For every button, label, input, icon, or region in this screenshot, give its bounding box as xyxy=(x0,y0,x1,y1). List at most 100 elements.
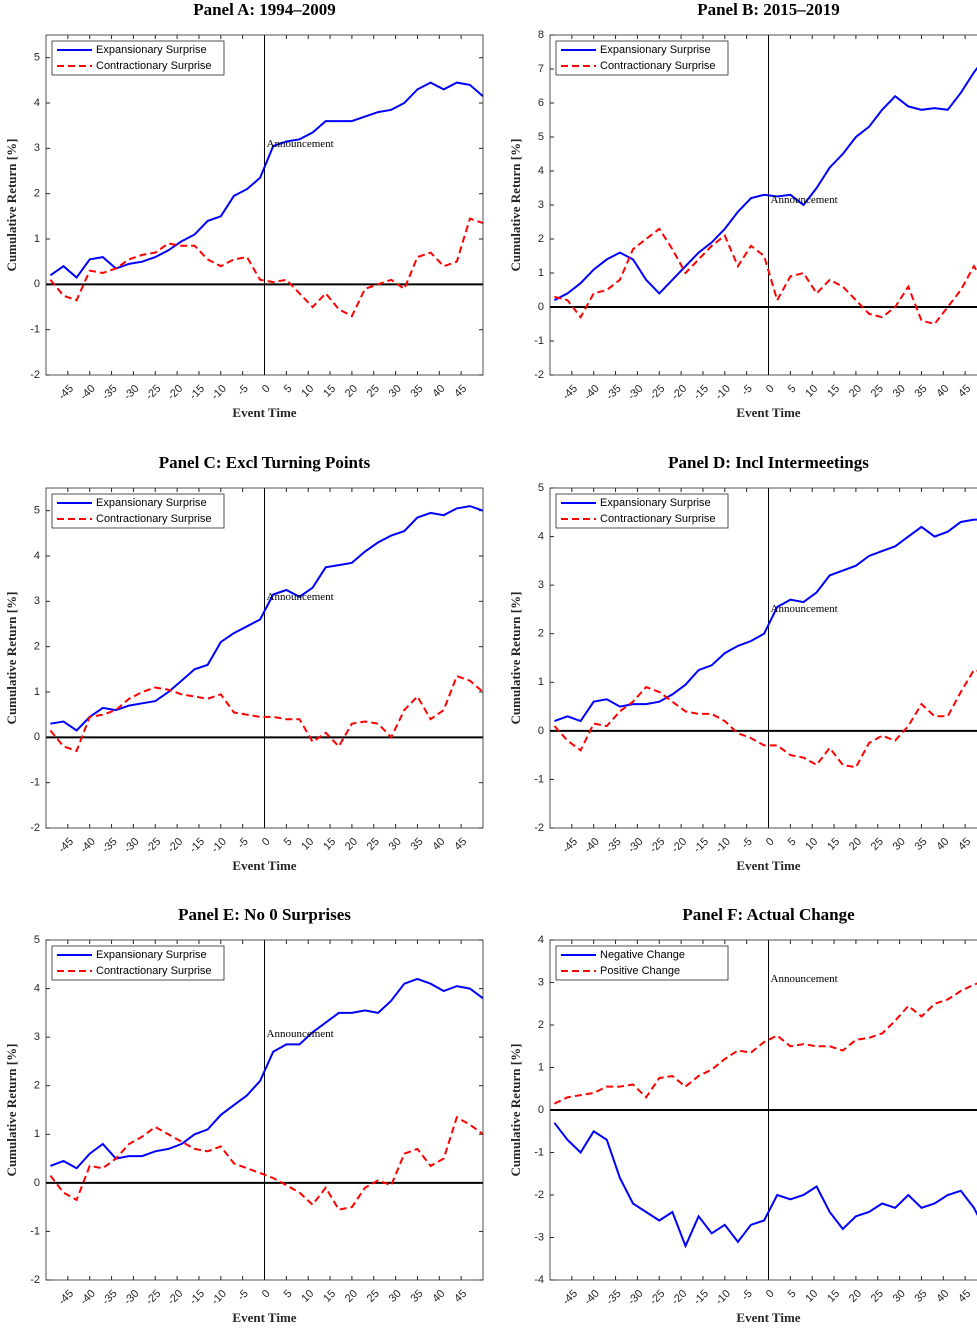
x-tick-label: -20 xyxy=(166,383,186,403)
x-tick-label: 45 xyxy=(452,836,469,853)
x-tick-label: 15 xyxy=(321,836,338,853)
y-tick-label: 3 xyxy=(538,199,544,211)
y-tick-label: 1 xyxy=(34,233,40,245)
x-tick-label: -20 xyxy=(166,836,186,856)
chart-title: Panel F: Actual Change xyxy=(682,905,855,924)
x-tick-label: -5 xyxy=(235,383,250,398)
x-tick-label: -35 xyxy=(604,836,624,856)
x-tick-label: 30 xyxy=(891,836,908,853)
chart-title: Panel B: 2015–2019 xyxy=(697,0,840,19)
series-line xyxy=(50,505,484,732)
series-line xyxy=(49,81,484,279)
x-tick-label: 30 xyxy=(387,836,404,853)
y-tick-label: 2 xyxy=(538,233,544,245)
x-tick-label: -30 xyxy=(626,1288,646,1308)
x-tick-label: -30 xyxy=(626,383,646,403)
y-tick-label: -2 xyxy=(30,822,40,834)
x-tick-label: -25 xyxy=(648,1288,668,1308)
x-tick-label: 5 xyxy=(786,1288,799,1301)
x-tick-label: 25 xyxy=(365,383,382,400)
legend-label: Expansionary Surprise xyxy=(600,497,711,509)
y-tick-label: 0 xyxy=(538,1104,544,1116)
y-tick-label: -2 xyxy=(534,1189,544,1201)
x-tick-label: 35 xyxy=(912,1288,929,1305)
x-tick-label: -35 xyxy=(604,383,624,403)
x-tick-label: 30 xyxy=(891,383,908,400)
x-tick-label: -40 xyxy=(78,383,98,403)
plot-area xyxy=(550,488,977,828)
x-tick-label: 10 xyxy=(803,383,820,400)
x-tick-label: -10 xyxy=(209,836,229,856)
x-tick-label: -15 xyxy=(187,836,207,856)
y-tick-label: 2 xyxy=(34,1080,40,1092)
y-tick-label: 3 xyxy=(34,142,40,154)
x-tick-label: -25 xyxy=(144,383,164,403)
annotation: Announcement xyxy=(771,194,838,206)
x-tick-label: -20 xyxy=(670,383,690,403)
x-tick-label: 0 xyxy=(764,836,777,849)
x-tick-label: -30 xyxy=(122,383,142,403)
x-tick-label: 45 xyxy=(956,836,973,853)
y-tick-label: 1 xyxy=(538,267,544,279)
x-tick-label: 5 xyxy=(282,1288,295,1301)
legend-label: Contractionary Surprise xyxy=(96,965,212,977)
x-tick-label: -15 xyxy=(691,383,711,403)
x-tick-label: -45 xyxy=(56,383,76,403)
x-tick-label: 40 xyxy=(934,836,951,853)
y-tick-label: 4 xyxy=(34,982,40,994)
x-tick-label: 10 xyxy=(299,836,316,853)
series-line xyxy=(49,1115,484,1211)
annotation: Announcement xyxy=(267,1028,334,1040)
x-tick-label: 20 xyxy=(343,383,360,400)
axes-box xyxy=(45,34,484,376)
axes-box xyxy=(549,487,977,829)
x-tick-label: 20 xyxy=(847,1288,864,1305)
x-tick-label: -40 xyxy=(582,383,602,403)
x-tick-label: -35 xyxy=(100,836,120,856)
x-tick-label: -15 xyxy=(691,1288,711,1308)
x-tick-label: 0 xyxy=(260,1288,273,1301)
x-tick-label: 35 xyxy=(408,1288,425,1305)
y-tick-label: 1 xyxy=(34,686,40,698)
x-tick-label: 0 xyxy=(260,836,273,849)
x-tick-label: -20 xyxy=(670,1288,690,1308)
x-tick-label: 15 xyxy=(321,1288,338,1305)
x-tick-label: 25 xyxy=(365,836,382,853)
x-tick-label: 5 xyxy=(282,836,295,849)
y-tick-label: 5 xyxy=(34,505,40,517)
legend-box xyxy=(555,40,729,76)
y-tick-label: 1 xyxy=(538,1061,544,1073)
y-tick-label: 3 xyxy=(538,579,544,591)
legend-label: Contractionary Surprise xyxy=(600,513,716,525)
x-tick-label: 5 xyxy=(282,383,295,396)
x-tick-label: 40 xyxy=(934,383,951,400)
x-tick-label: 40 xyxy=(430,1288,447,1305)
x-tick-label: -35 xyxy=(100,383,120,403)
y-tick-label: -2 xyxy=(534,369,544,381)
series-line xyxy=(554,518,977,723)
legend-label: Expansionary Surprise xyxy=(600,44,711,56)
x-tick-label: -30 xyxy=(122,836,142,856)
y-tick-label: 3 xyxy=(538,976,544,988)
y-tick-label: 4 xyxy=(538,934,544,946)
y-axis-label: Cumulative Return [%] xyxy=(508,139,523,272)
legend-label: Negative Change xyxy=(600,949,685,961)
axes-box xyxy=(549,939,977,1281)
series-line xyxy=(50,977,484,1170)
y-tick-label: -1 xyxy=(534,335,544,347)
legend-label: Contractionary Surprise xyxy=(96,513,212,525)
x-tick-label: -10 xyxy=(209,383,229,403)
axes-box xyxy=(549,34,977,376)
y-tick-label: -3 xyxy=(534,1231,544,1243)
x-tick-label: 20 xyxy=(343,836,360,853)
annotation: Announcement xyxy=(267,591,334,603)
x-tick-label: 25 xyxy=(869,836,886,853)
y-tick-label: 4 xyxy=(34,97,40,109)
x-tick-label: -5 xyxy=(235,836,250,851)
x-tick-label: 20 xyxy=(847,383,864,400)
x-tick-label: -40 xyxy=(78,1288,98,1308)
x-tick-label: 30 xyxy=(387,383,404,400)
x-tick-label: -35 xyxy=(100,1288,120,1308)
